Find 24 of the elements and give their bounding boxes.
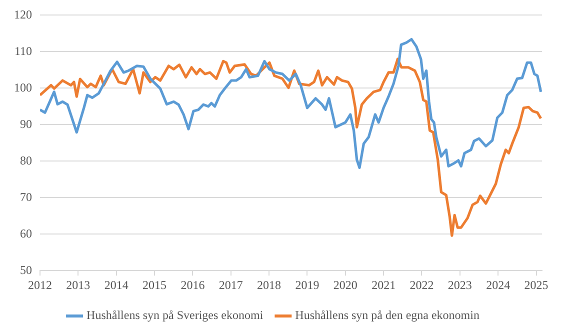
y-tick-label: 80 (20, 153, 32, 168)
y-tick-label: 90 (20, 116, 32, 131)
x-tick-label: 2017 (218, 278, 243, 292)
legend-label: Hushållens syn på Sveriges ekonomi (86, 308, 264, 322)
x-tick-label: 2018 (257, 278, 282, 292)
x-tick-label: 2012 (28, 278, 52, 292)
x-tick-label: 2024 (486, 278, 510, 292)
y-tick-label: 110 (14, 44, 32, 58)
x-tick-label: 2025 (524, 278, 548, 292)
y-tick-label: 70 (20, 190, 32, 204)
x-tick-label: 2022 (410, 278, 434, 292)
x-tick-label: 2023 (448, 278, 472, 292)
y-tick-label: 120 (14, 7, 32, 22)
x-tick-label: 2013 (66, 278, 90, 292)
x-tick-label: 2020 (333, 278, 358, 292)
legend-label: Hushållens syn på den egna ekonomin (295, 308, 480, 322)
y-tick-label: 50 (20, 262, 32, 277)
y-tick-label: 60 (20, 226, 32, 240)
y-tick-label: 100 (14, 80, 32, 94)
x-tick-label: 2021 (372, 278, 396, 292)
x-tick-label: 2019 (295, 278, 320, 292)
x-tick-label: 2015 (142, 278, 167, 292)
x-tick-label: 2014 (104, 278, 128, 292)
x-tick-label: 2016 (180, 278, 205, 292)
